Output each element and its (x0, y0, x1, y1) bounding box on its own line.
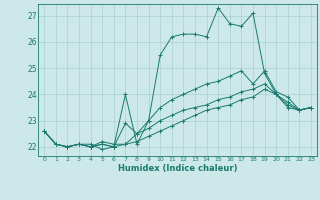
X-axis label: Humidex (Indice chaleur): Humidex (Indice chaleur) (118, 164, 237, 173)
